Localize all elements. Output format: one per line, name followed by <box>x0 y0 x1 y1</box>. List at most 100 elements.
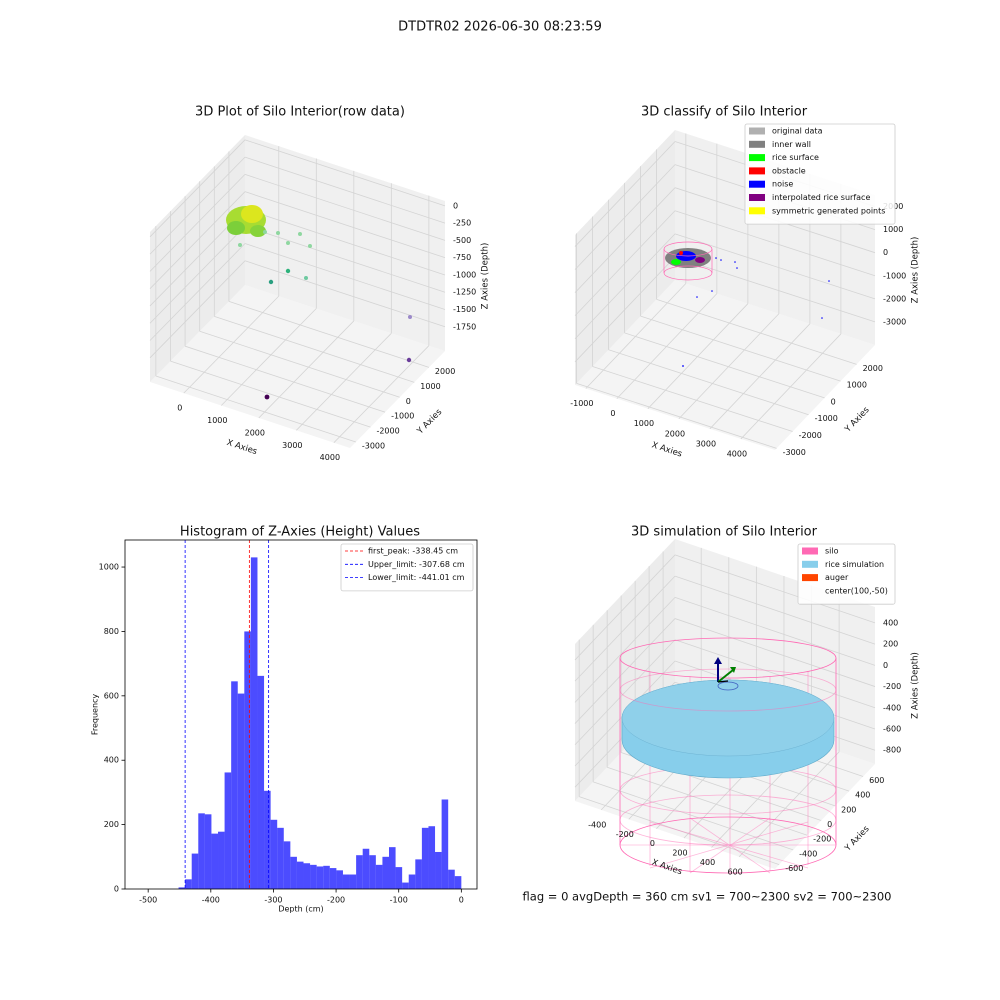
y-tick-label: 0 <box>827 820 832 829</box>
x-tick-label: 0 <box>650 839 655 848</box>
legend-label: interpolated rice surface <box>772 193 870 202</box>
grid-line <box>674 596 876 666</box>
z-tick-label: -200 <box>883 682 901 691</box>
bar <box>323 865 330 889</box>
x-tick-label: 0 <box>610 409 615 418</box>
grid-line <box>607 766 808 836</box>
z-tick-label: -750 <box>453 253 471 262</box>
grid-line <box>574 233 676 340</box>
z-tick-label: -1750 <box>453 322 476 331</box>
x-tick-label: 4000 <box>727 449 747 458</box>
y-tick-label: -3000 <box>362 442 385 451</box>
x-tick-label: 0 <box>459 896 464 905</box>
grid-line <box>674 233 876 300</box>
y-tick-label: -600 <box>785 864 803 873</box>
bar <box>362 848 370 889</box>
x-tick-label: 3000 <box>282 441 302 450</box>
y-tick-label: -3000 <box>783 448 806 457</box>
bar <box>316 866 324 889</box>
y-tick-label: -2000 <box>799 431 822 440</box>
grid-line <box>244 260 446 328</box>
grid-line <box>608 349 809 416</box>
grid-line <box>616 293 718 399</box>
y-axis-label: Y Axies <box>415 407 445 437</box>
grid-line <box>585 283 687 389</box>
grid-line <box>674 210 876 277</box>
grid-line <box>674 575 876 645</box>
y-tick-label: -400 <box>799 849 817 858</box>
z-tick-label: -400 <box>883 703 901 712</box>
bar <box>441 799 449 889</box>
y-tick-label: -200 <box>813 835 831 844</box>
bar <box>402 882 409 889</box>
classified-points <box>663 241 830 367</box>
grid-line <box>574 597 676 703</box>
legend-swatch <box>749 194 765 201</box>
bar <box>211 833 219 889</box>
grid-line <box>738 751 840 858</box>
grid-line <box>244 243 446 310</box>
silo-top <box>619 637 837 712</box>
legend-swatch <box>749 140 765 148</box>
bar <box>191 853 199 889</box>
bar <box>408 874 416 889</box>
bar <box>270 819 278 889</box>
bar <box>257 675 265 889</box>
y-tick-label: 1000 <box>420 382 440 391</box>
grid-line <box>574 554 676 661</box>
grid-line <box>592 366 793 432</box>
bar <box>198 813 205 889</box>
legend-label: Upper_limit: -307.68 cm <box>368 560 465 569</box>
legend-label: auger <box>825 573 849 582</box>
bar <box>428 826 436 889</box>
legend-label: silo <box>825 547 839 556</box>
bar <box>421 827 429 889</box>
y-tick-label: 600 <box>869 776 884 785</box>
bar <box>218 831 225 889</box>
rice-top <box>621 679 835 757</box>
grid-line <box>574 575 676 682</box>
point-cloud <box>241 205 263 223</box>
z-tick-label: 200 <box>883 640 898 649</box>
z-tick-label: 0 <box>883 248 888 257</box>
grid-line <box>184 345 386 413</box>
bar <box>290 856 297 889</box>
z-tick-label: -250 <box>453 219 471 228</box>
grid-line <box>576 382 777 449</box>
legend-swatch <box>749 127 765 135</box>
bar <box>185 879 192 889</box>
grid-line <box>574 639 676 746</box>
x-tick-label: 0 <box>177 404 182 413</box>
z-tick-label: 400 <box>883 618 898 627</box>
grid-line <box>574 164 676 270</box>
z-tick-label: -600 <box>883 724 901 733</box>
y-tick-label: 400 <box>104 756 119 765</box>
legend-label: original data <box>772 127 823 136</box>
y-tick-label: 0 <box>114 885 119 894</box>
grid-line <box>656 298 857 365</box>
y-tick-label: 1000 <box>847 381 867 390</box>
bar <box>375 864 383 889</box>
bar <box>448 869 455 889</box>
y-tick-label: 0 <box>406 397 411 406</box>
legend-label: Lower_limit: -441.01 cm <box>368 573 465 582</box>
legend-box <box>340 543 474 592</box>
bar <box>264 790 271 889</box>
legend-label: first_peak: -338.45 cm <box>368 547 458 556</box>
z-axis-label: Z Axies (Depth) <box>481 243 491 310</box>
z-tick-label: -1000 <box>883 271 906 280</box>
grid-line <box>574 256 676 363</box>
x-axis-label: X Axies <box>650 440 683 459</box>
grid-line <box>244 139 446 207</box>
legend-label: symmetric generated points <box>772 206 885 215</box>
legend-box <box>797 543 896 605</box>
chart-title: 3D simulation of Silo Interior <box>631 525 818 540</box>
grid-line <box>574 141 676 247</box>
grid-line <box>740 333 842 440</box>
y-axis-label: Frequency <box>91 694 100 736</box>
grid-line <box>244 156 446 224</box>
point-cloud <box>227 221 245 235</box>
legend-swatch <box>749 180 765 188</box>
y-tick-label: 200 <box>104 820 119 829</box>
grid-line <box>149 191 246 289</box>
